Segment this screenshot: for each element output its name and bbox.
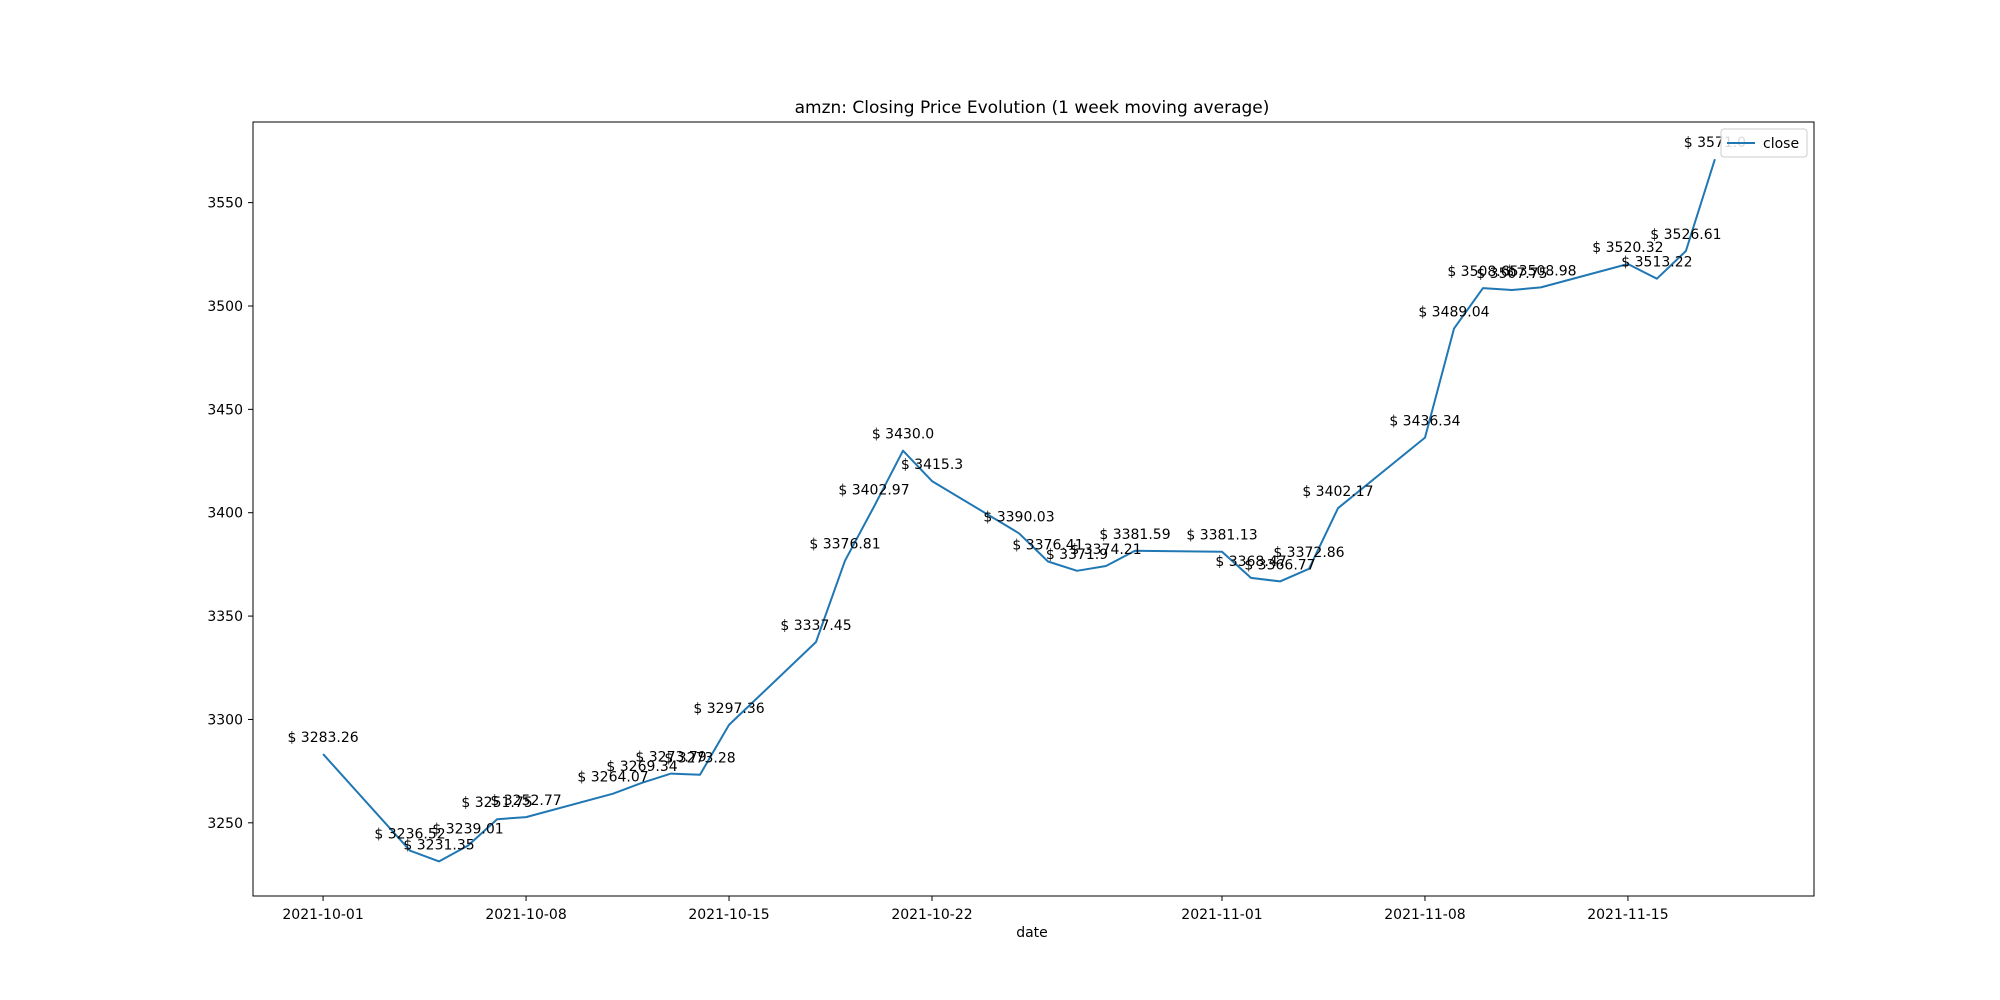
data-label: $ 3489.04 — [1418, 305, 1489, 321]
data-label: $ 3508.98 — [1505, 263, 1576, 279]
x-tick-label: 2021-11-15 — [1587, 907, 1668, 923]
x-tick-label: 2021-10-22 — [891, 907, 972, 923]
y-tick-label: 3400 — [207, 506, 243, 522]
plot-area: 2021-10-01 2021-10-08 2021-10-15 2021-10-22… — [207, 121, 1815, 923]
data-label: $ 3372.86 — [1273, 545, 1344, 561]
x-tick-label: 2021-10-01 — [282, 907, 363, 923]
data-label: $ 3402.97 — [838, 483, 909, 499]
data-label: $ 3436.34 — [1389, 414, 1460, 430]
x-tick-label: 2021-11-08 — [1384, 907, 1465, 923]
data-label: $ 3337.45 — [780, 618, 851, 634]
series-line-close — [322, 158, 1716, 863]
data-label: $ 3508.65 — [1447, 264, 1518, 280]
data-label: $ 3251.75 — [461, 795, 532, 811]
y-tick-label: 3300 — [207, 712, 243, 728]
y-tick-label: 3350 — [207, 609, 243, 625]
y-tick-label: 3250 — [207, 816, 243, 832]
x-axis-label: date — [1016, 925, 1048, 941]
data-label: $ 3273.79 — [635, 750, 706, 766]
data-label: $ 3390.03 — [983, 509, 1054, 525]
data-label: $ 3368.47 — [1215, 554, 1286, 570]
data-label: $ 3374.21 — [1070, 542, 1141, 558]
data-label: $ 3376.81 — [809, 537, 880, 553]
data-label: $ 3526.61 — [1650, 227, 1721, 243]
data-label: $ 3430.0 — [872, 427, 934, 443]
data-label: $ 3402.17 — [1302, 484, 1373, 500]
data-label: $ 3269.34 — [606, 759, 677, 775]
plot-frame — [252, 121, 1815, 897]
data-label: $ 3283.26 — [287, 730, 358, 746]
data-label: $ 3415.3 — [901, 457, 963, 473]
x-tick-label: 2021-10-15 — [688, 907, 769, 923]
data-label: $ 3507.75 — [1476, 266, 1547, 282]
data-label: $ 3381.13 — [1186, 528, 1257, 544]
y-tick-label: 3500 — [207, 299, 243, 315]
y-tick-label: 3550 — [207, 196, 243, 212]
data-label: $ 3252.77 — [490, 793, 561, 809]
data-label: $ 3366.77 — [1244, 557, 1315, 573]
x-tick-label: 2021-10-08 — [485, 907, 566, 923]
data-label: $ 3513.22 — [1621, 255, 1692, 271]
data-label: $ 3236.52 — [374, 827, 445, 843]
data-label: $ 3371.9 — [1046, 547, 1108, 563]
chart-title: amzn: Closing Price Evolution (1 week mo… — [795, 98, 1270, 118]
data-label: $ 3381.59 — [1099, 527, 1170, 543]
data-label: $ 3231.35 — [403, 837, 474, 853]
data-label: $ 3376.41 — [1012, 537, 1083, 553]
data-label: $ 3273.28 — [664, 751, 735, 767]
legend-entry: close — [1763, 136, 1799, 152]
x-tick-label: 2021-11-01 — [1181, 907, 1262, 923]
legend-box — [1720, 128, 1808, 158]
data-label: $ 3520.32 — [1592, 240, 1663, 256]
legend: close — [1720, 128, 1808, 158]
data-label: $ 3297.36 — [693, 701, 764, 717]
y-tick-label: 3450 — [207, 402, 243, 418]
data-label: $ 3239.01 — [432, 822, 503, 838]
data-label: $ 3264.07 — [577, 770, 648, 786]
